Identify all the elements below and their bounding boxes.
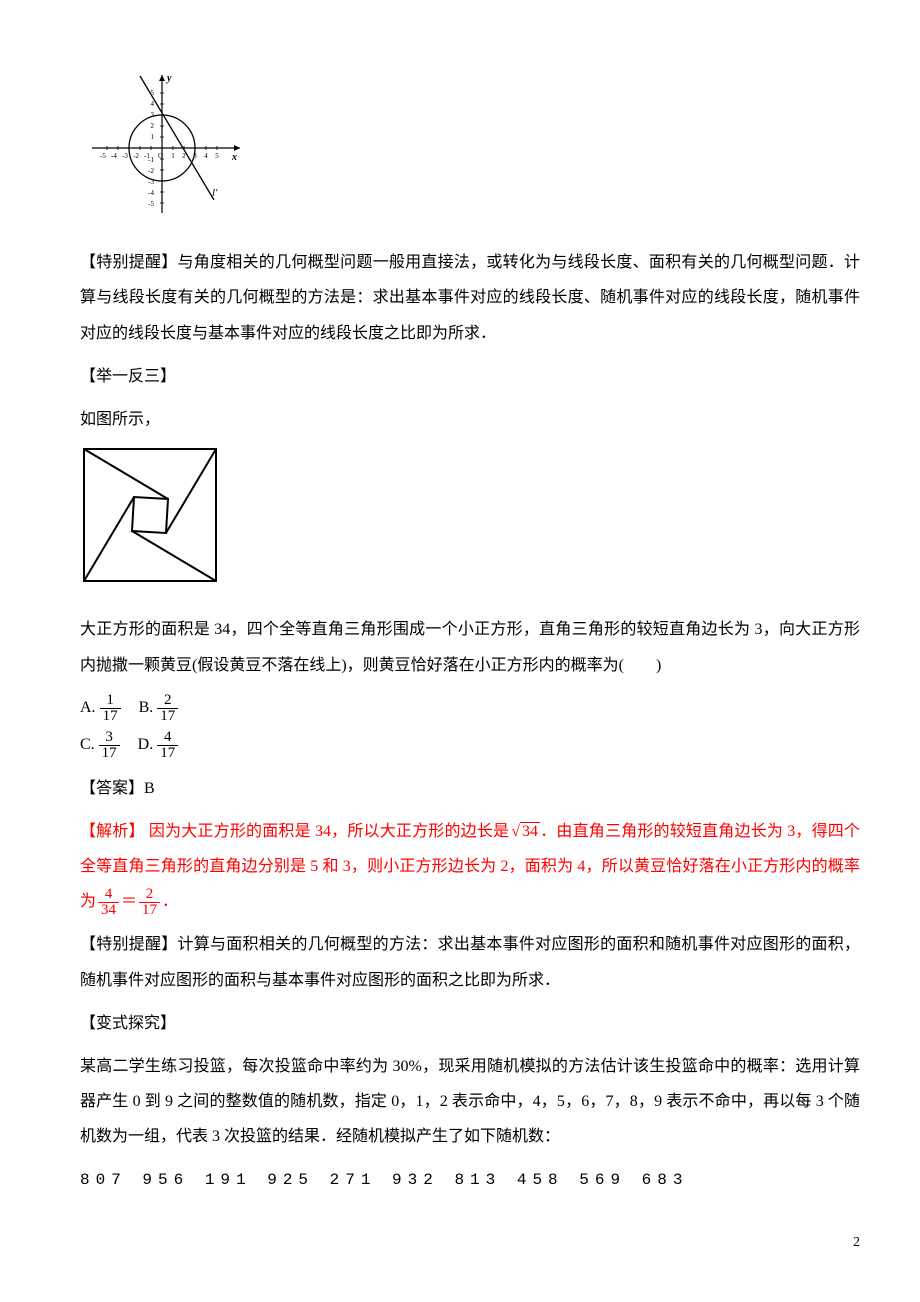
analysis-eq: ＝ xyxy=(121,893,137,910)
choice-c: C. 317 xyxy=(80,730,120,761)
choice-d: D. 417 xyxy=(138,730,179,761)
analysis-heading: 【解析】 xyxy=(80,823,145,840)
svg-text:-5: -5 xyxy=(100,152,106,160)
svg-text:3: 3 xyxy=(151,111,155,119)
figure-pinwheel-square xyxy=(80,445,860,598)
bianshi-heading: 【变式探究】 xyxy=(80,1006,860,1041)
svg-text:-2: -2 xyxy=(133,152,139,160)
analysis-period: ． xyxy=(162,893,178,910)
svg-text:-4: -4 xyxy=(111,152,117,160)
as-shown-label: 如图所示， xyxy=(80,402,860,437)
svg-text:-4: -4 xyxy=(148,189,154,197)
analysis-text: 【解析】 因为大正方形的面积是 34，所以大正方形的边长是34．由直角三角形的较… xyxy=(80,814,860,920)
figure2-svg xyxy=(80,445,220,585)
random-number-row: 807 956 191 925 271 932 813 458 569 683 xyxy=(80,1163,860,1198)
svg-text:-5: -5 xyxy=(148,200,154,208)
answer-label: 【答案】B xyxy=(80,771,860,806)
choice-a: A. 117 xyxy=(80,693,121,724)
simulation-problem: 某高二学生练习投篮，每次投篮命中率约为 30%，现采用随机模拟的方法估计该生投篮… xyxy=(80,1049,860,1155)
reminder-2: 【特别提醒】计算与面积相关的几何概型的方法：求出基本事件对应图形的面积和随机事件… xyxy=(80,927,860,997)
figure-circle-axes: x y -5 -4 -3 -2 -1 O 1 2 3 4 5 1 2 3 4 5 xyxy=(80,68,860,231)
juyifansan-heading: 【举一反三】 xyxy=(80,359,860,394)
svg-text:1: 1 xyxy=(171,152,175,160)
svg-text:y: y xyxy=(166,73,172,84)
figure1-svg: x y -5 -4 -3 -2 -1 O 1 2 3 4 5 1 2 3 4 5 xyxy=(80,68,250,218)
svg-text:4: 4 xyxy=(204,152,208,160)
svg-text:2: 2 xyxy=(151,122,155,130)
analysis-sqrt: 34 xyxy=(520,822,540,840)
svg-text:4: 4 xyxy=(151,100,155,108)
choice-b: B. 217 xyxy=(139,693,179,724)
svg-text:-3: -3 xyxy=(122,152,128,160)
reminder-1: 【特别提醒】与角度相关的几何概型问题一般用直接法，或转化为与线段长度、面积有关的… xyxy=(80,245,860,351)
choice-block: A. 117 B. 217 C. 317 D. 417 xyxy=(80,693,860,761)
analysis-part-a: 因为大正方形的面积是 34，所以大正方形的边长是 xyxy=(145,823,510,840)
problem-statement: 大正方形的面积是 34，四个全等直角三角形围成一个小正方形，直角三角形的较短直角… xyxy=(80,612,860,682)
page-number: 2 xyxy=(80,1228,860,1259)
svg-text:-1: -1 xyxy=(148,156,154,164)
svg-text:-2: -2 xyxy=(148,167,154,175)
svg-text:x: x xyxy=(231,152,237,163)
svg-text:1: 1 xyxy=(151,133,155,141)
svg-text:l': l' xyxy=(212,187,218,199)
svg-text:5: 5 xyxy=(215,152,219,160)
